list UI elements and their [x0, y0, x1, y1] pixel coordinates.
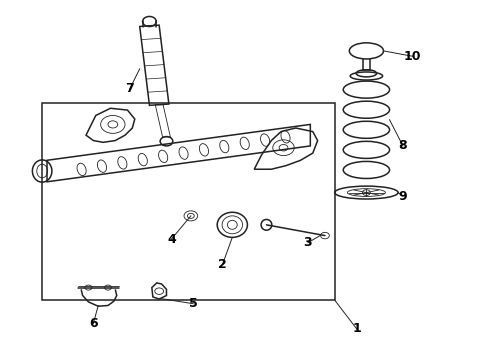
- Text: 5: 5: [188, 297, 197, 310]
- Text: 3: 3: [303, 236, 311, 249]
- Text: 4: 4: [166, 233, 175, 246]
- Text: 1: 1: [351, 322, 360, 335]
- Text: 6: 6: [89, 317, 98, 330]
- Text: 7: 7: [125, 82, 134, 95]
- Text: 2: 2: [218, 258, 226, 271]
- Text: 8: 8: [398, 139, 407, 152]
- Text: 9: 9: [398, 190, 407, 203]
- Text: 10: 10: [403, 50, 421, 63]
